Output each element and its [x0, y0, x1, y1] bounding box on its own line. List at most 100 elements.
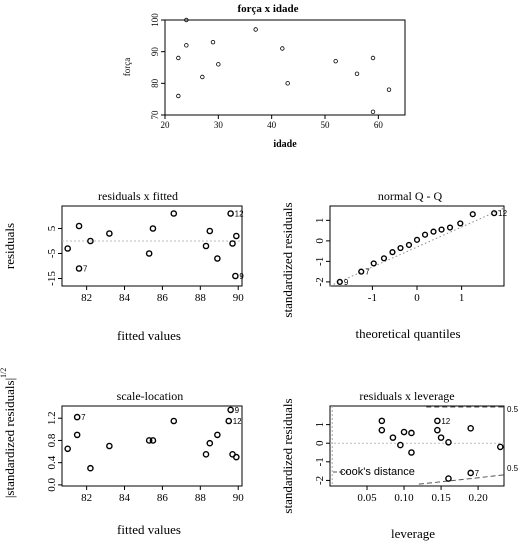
data-point — [227, 406, 234, 414]
data-point — [73, 413, 81, 421]
data-point — [469, 211, 476, 218]
y-tick-label: 90 — [150, 47, 160, 57]
x-tick-label: 84 — [119, 492, 131, 504]
x-tick-label: 0.10 — [394, 492, 414, 504]
data-point — [202, 451, 210, 458]
data-point — [206, 439, 214, 447]
x-tick-label: 0.05 — [357, 492, 377, 504]
x-axis-title: fitted values — [117, 328, 181, 343]
data-point — [445, 475, 452, 482]
data-point — [386, 87, 392, 92]
data-point — [467, 469, 474, 477]
cook-contour-label-lower: 0.5 — [507, 464, 519, 473]
x-tick-label: 0.20 — [468, 492, 488, 504]
data-point — [491, 210, 498, 217]
data-point — [75, 222, 83, 230]
chart-title: residuals x fitted — [98, 189, 178, 203]
plot-frame — [164, 19, 406, 116]
plot-frame — [61, 205, 243, 287]
y-axis-title: standardized residuals — [280, 202, 295, 317]
data-point — [233, 453, 240, 461]
data-point — [87, 464, 94, 472]
x-tick-label: 60 — [374, 120, 384, 130]
x-tick-label: 20 — [161, 120, 171, 130]
x-tick-label: 82 — [81, 492, 92, 504]
panel-scale-location: scale-location 82 84 86 88 90 0.0 0.4 0.8 1.2 7 12… — [0, 368, 244, 537]
x-axis-title: theoretical quantiles — [355, 326, 460, 341]
data-point — [202, 242, 210, 250]
data-point — [149, 225, 157, 232]
point-label: 9 — [344, 278, 349, 287]
point-label: 7 — [365, 268, 370, 277]
y-tick-label: 0 — [314, 440, 326, 446]
y-tick-label: 0.0 — [46, 478, 58, 492]
data-point — [176, 93, 181, 99]
y-tick-label: -5 — [46, 248, 58, 258]
data-point — [397, 244, 404, 252]
point-label: 12 — [498, 209, 507, 218]
data-point — [216, 62, 221, 67]
data-point — [206, 227, 214, 235]
y-axis-title-group: |standardized residuals| 1/2 — [0, 368, 17, 498]
y-axis-title-exponent: 1/2 — [0, 368, 8, 378]
data-point — [225, 417, 233, 425]
x-tick-label: 0.15 — [431, 492, 451, 504]
data-point — [467, 425, 474, 432]
data-point — [170, 210, 178, 217]
y-axis-title: residuals — [2, 223, 17, 269]
data-point — [280, 46, 285, 51]
x-tick-label: 86 — [157, 492, 169, 504]
data-point — [380, 255, 388, 262]
plot-frame — [329, 405, 505, 487]
data-point — [145, 437, 153, 444]
x-tick-label: 86 — [157, 292, 169, 304]
y-tick-label: 0.8 — [46, 433, 58, 447]
y-tick-label: 1 — [314, 218, 326, 224]
chart-title: normal Q - Q — [378, 189, 443, 203]
data-point — [405, 241, 413, 249]
data-point — [333, 58, 338, 64]
y-tick-label: 0 — [314, 238, 326, 244]
x-tick-label: 84 — [119, 292, 131, 304]
data-point — [106, 442, 113, 450]
point-label: 7 — [475, 469, 480, 478]
panel-normal-qq: normal Q - Q -1 0 1 -2 -1 0 1 9 7 12 theoretical … — [280, 189, 508, 341]
x-tick-label: 50 — [321, 120, 331, 130]
data-point — [214, 431, 221, 439]
x-tick-label: 1 — [459, 292, 465, 304]
point-label: 9 — [239, 272, 244, 281]
data-point — [87, 237, 94, 245]
data-point — [389, 434, 397, 441]
data-point — [176, 55, 181, 61]
x-tick-label: 82 — [81, 292, 92, 304]
point-label: 12 — [233, 417, 242, 426]
data-point — [434, 417, 441, 425]
y-tick-label: 5 — [46, 225, 58, 231]
x-tick-label: 30 — [214, 120, 224, 130]
point-label: 12 — [441, 417, 450, 426]
y-tick-label: -1 — [314, 457, 326, 466]
x-tick-label: -1 — [368, 292, 377, 304]
data-point — [408, 449, 415, 456]
data-point — [336, 278, 343, 285]
data-point — [253, 27, 258, 32]
data-point — [445, 438, 452, 446]
point-label: 7 — [83, 265, 88, 274]
cook-contour-label-upper: 0.5 — [507, 405, 519, 414]
data-point — [413, 236, 421, 243]
x-axis-title: leverage — [391, 526, 435, 541]
data-point — [434, 426, 441, 434]
marks: 20 30 40 50 60 70 80 90 100 — [150, 13, 392, 130]
y-tick-label: 1.2 — [46, 411, 58, 425]
data-point — [438, 226, 445, 233]
data-point — [421, 231, 429, 238]
data-point — [496, 443, 504, 451]
data-point — [75, 265, 83, 272]
y-tick-label: -1 — [314, 257, 326, 266]
y-axis-title: standardized residuals — [280, 398, 295, 513]
data-point — [106, 230, 113, 237]
data-point — [389, 249, 396, 256]
data-point — [214, 255, 221, 262]
cooks-distance-legend: cook's distance — [340, 466, 415, 478]
